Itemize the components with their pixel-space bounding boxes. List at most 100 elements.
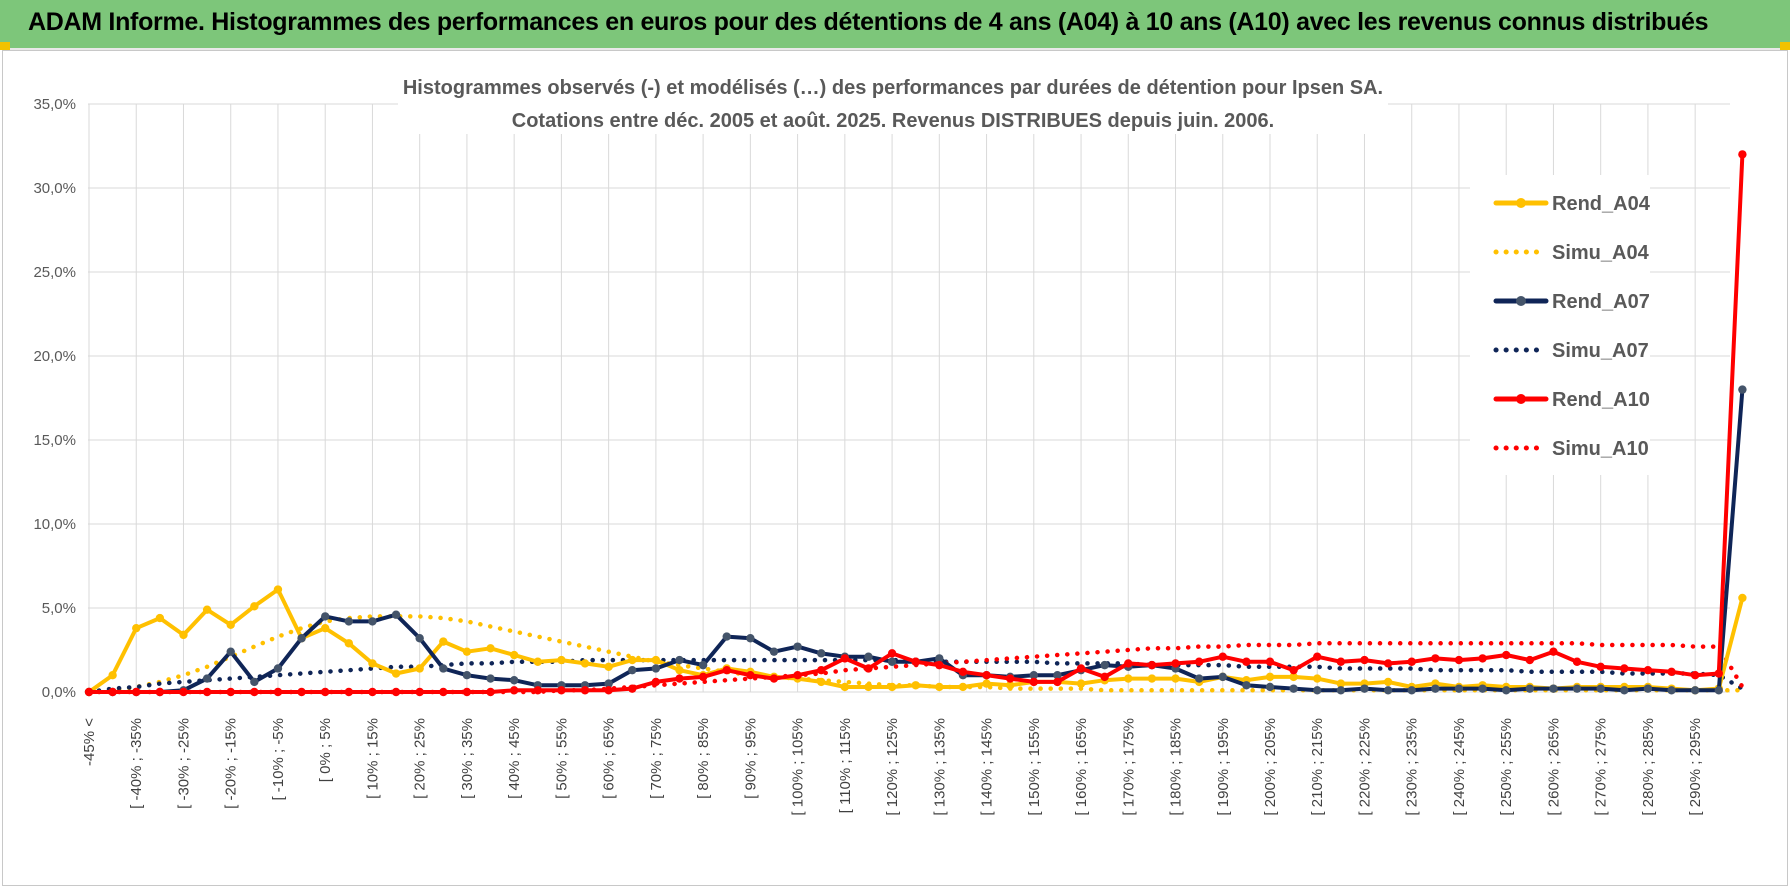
data-point-rend-a04 [273,585,283,594]
x-tick-label: [ 80% ; 85% [695,718,712,799]
x-tick-label: [ 240% ; 245% [1451,718,1468,816]
data-point-rend-a04 [840,682,850,692]
legend-marker [1516,296,1526,306]
data-point-rend-a10 [1383,659,1393,668]
legend-label: Rend_A10 [1552,389,1650,411]
data-point-rend-a10 [1596,662,1605,671]
data-point-rend-a10 [935,660,944,670]
y-tick-label: 35,0% [33,96,76,113]
data-point-rend-a10 [1431,654,1440,663]
legend-marker [1516,198,1526,208]
data-point-rend-a07 [1572,684,1582,693]
legend-entry-simu-a10: Simu_A10 [1493,438,1649,460]
data-point-rend-a04 [935,682,944,692]
data-point-rend-a04 [1289,672,1298,682]
x-tick-label: [ 40% ; 45% [506,718,523,799]
data-point-rend-a07 [439,664,448,673]
x-tick-label: [ -10% ; -5% [270,718,287,801]
data-point-rend-a07 [1667,686,1676,695]
data-point-rend-a10 [1643,665,1653,675]
data-point-rend-a04 [226,620,235,629]
data-point-rend-a10 [1076,664,1086,673]
data-point-rend-a10 [486,687,495,697]
series-layer [84,150,1747,697]
data-point-rend-a04 [486,644,495,653]
data-point-rend-a10 [1478,654,1487,663]
x-tick-label: [ 270% ; 275% [1593,718,1610,816]
data-point-rend-a10 [1053,677,1062,687]
data-point-rend-a10 [982,671,991,680]
x-tick-label: [ 230% ; 235% [1404,718,1421,816]
legend-label: Rend_A04 [1552,193,1651,215]
corner-accent-left [0,42,10,50]
chart-title-line1: Histogrammes observés (-) et modélisés (… [403,77,1383,99]
data-point-rend-a07 [509,676,519,685]
data-point-rend-a04 [415,664,424,673]
data-point-rend-a07 [1218,672,1227,682]
data-point-rend-a07 [344,617,354,626]
data-point-rend-a04 [1265,672,1275,682]
data-point-rend-a10 [1549,647,1558,656]
x-tick-label: [ -20% ; -15% [223,718,240,809]
x-tick-label: [ 160% ; 165% [1073,718,1090,816]
legend-entry-rend-a10: Rend_A10 [1493,389,1650,411]
data-point-rend-a07 [1383,686,1393,695]
x-tick-label: [ 170% ; 175% [1120,718,1137,816]
data-point-rend-a04 [628,655,637,665]
data-point-rend-a04 [1147,674,1157,683]
x-tick-label: [ 50% ; 55% [553,718,570,799]
data-point-rend-a10 [415,687,424,697]
data-point-rend-a04 [1313,674,1322,683]
y-axis-ticks: 0,0% 5,0% 10,0% 15,0% 20,0% 25,0% 30,0% 35,0% [33,96,76,701]
data-point-rend-a10 [1360,655,1369,665]
data-point-rend-a07 [651,664,661,673]
data-point-rend-a10 [817,665,826,675]
legend-entry-simu-a04: Simu_A04 [1493,242,1650,264]
data-point-rend-a04 [817,677,826,687]
data-point-rend-a07 [1431,684,1440,693]
data-point-rend-a04 [533,657,542,666]
x-tick-label: [ 70% ; 75% [648,718,665,799]
x-tick-label: [ 130% ; 135% [931,718,948,816]
data-point-rend-a07 [864,652,873,661]
data-point-rend-a07 [887,657,897,666]
data-point-rend-a07 [935,654,944,663]
x-tick-label: [ 290% ; 295% [1687,718,1704,816]
x-tick-label: [ 20% ; 25% [412,718,429,799]
x-tick-label: [ 280% ; 285% [1640,718,1657,816]
data-point-rend-a07 [722,632,731,641]
chart-title: Histogrammes observés (-) et modélisés (… [398,72,1388,134]
x-tick-label: [ 250% ; 255% [1498,718,1515,816]
data-point-rend-a10 [840,654,850,663]
page-title: ADAM Informe. Histogrammes des performan… [28,8,1709,36]
y-tick-label: 25,0% [33,264,76,281]
data-point-rend-a04 [132,623,141,633]
x-tick-label: [ -30% ; -25% [175,718,192,809]
y-tick-label: 10,0% [33,516,76,533]
x-tick-label: [ 260% ; 265% [1545,718,1562,816]
data-point-rend-a10 [651,677,661,687]
data-point-rend-a10 [793,671,802,680]
data-point-rend-a07 [1478,684,1487,693]
legend-entry-rend-a04: Rend_A04 [1493,193,1651,215]
data-point-rend-a10 [1289,665,1298,675]
x-tick-label: [ 110% ; 115% [837,718,854,813]
data-point-rend-a10 [958,667,968,677]
data-point-rend-a07 [391,610,401,619]
data-point-rend-a04 [344,639,354,648]
data-point-rend-a10 [1194,657,1204,666]
data-point-rend-a07 [1454,684,1464,693]
data-point-rend-a10 [344,687,354,697]
data-point-rend-a10 [1714,669,1723,678]
data-point-rend-a04 [911,681,920,690]
x-tick-label: [ 0% ; 5% [317,718,334,782]
data-point-rend-a10 [675,674,684,683]
x-axis-ticks: -45% < [ -40% ; -35% [ -30% ; -25% [ -20% ;… [81,718,1704,816]
data-point-rend-a10 [321,687,330,697]
data-point-rend-a10 [250,687,259,697]
data-point-rend-a07 [1620,686,1629,695]
data-point-rend-a07 [793,642,802,651]
x-tick-label: [ 220% ; 225% [1356,718,1373,816]
data-point-rend-a10 [628,684,637,693]
data-point-rend-a10 [1667,667,1676,677]
